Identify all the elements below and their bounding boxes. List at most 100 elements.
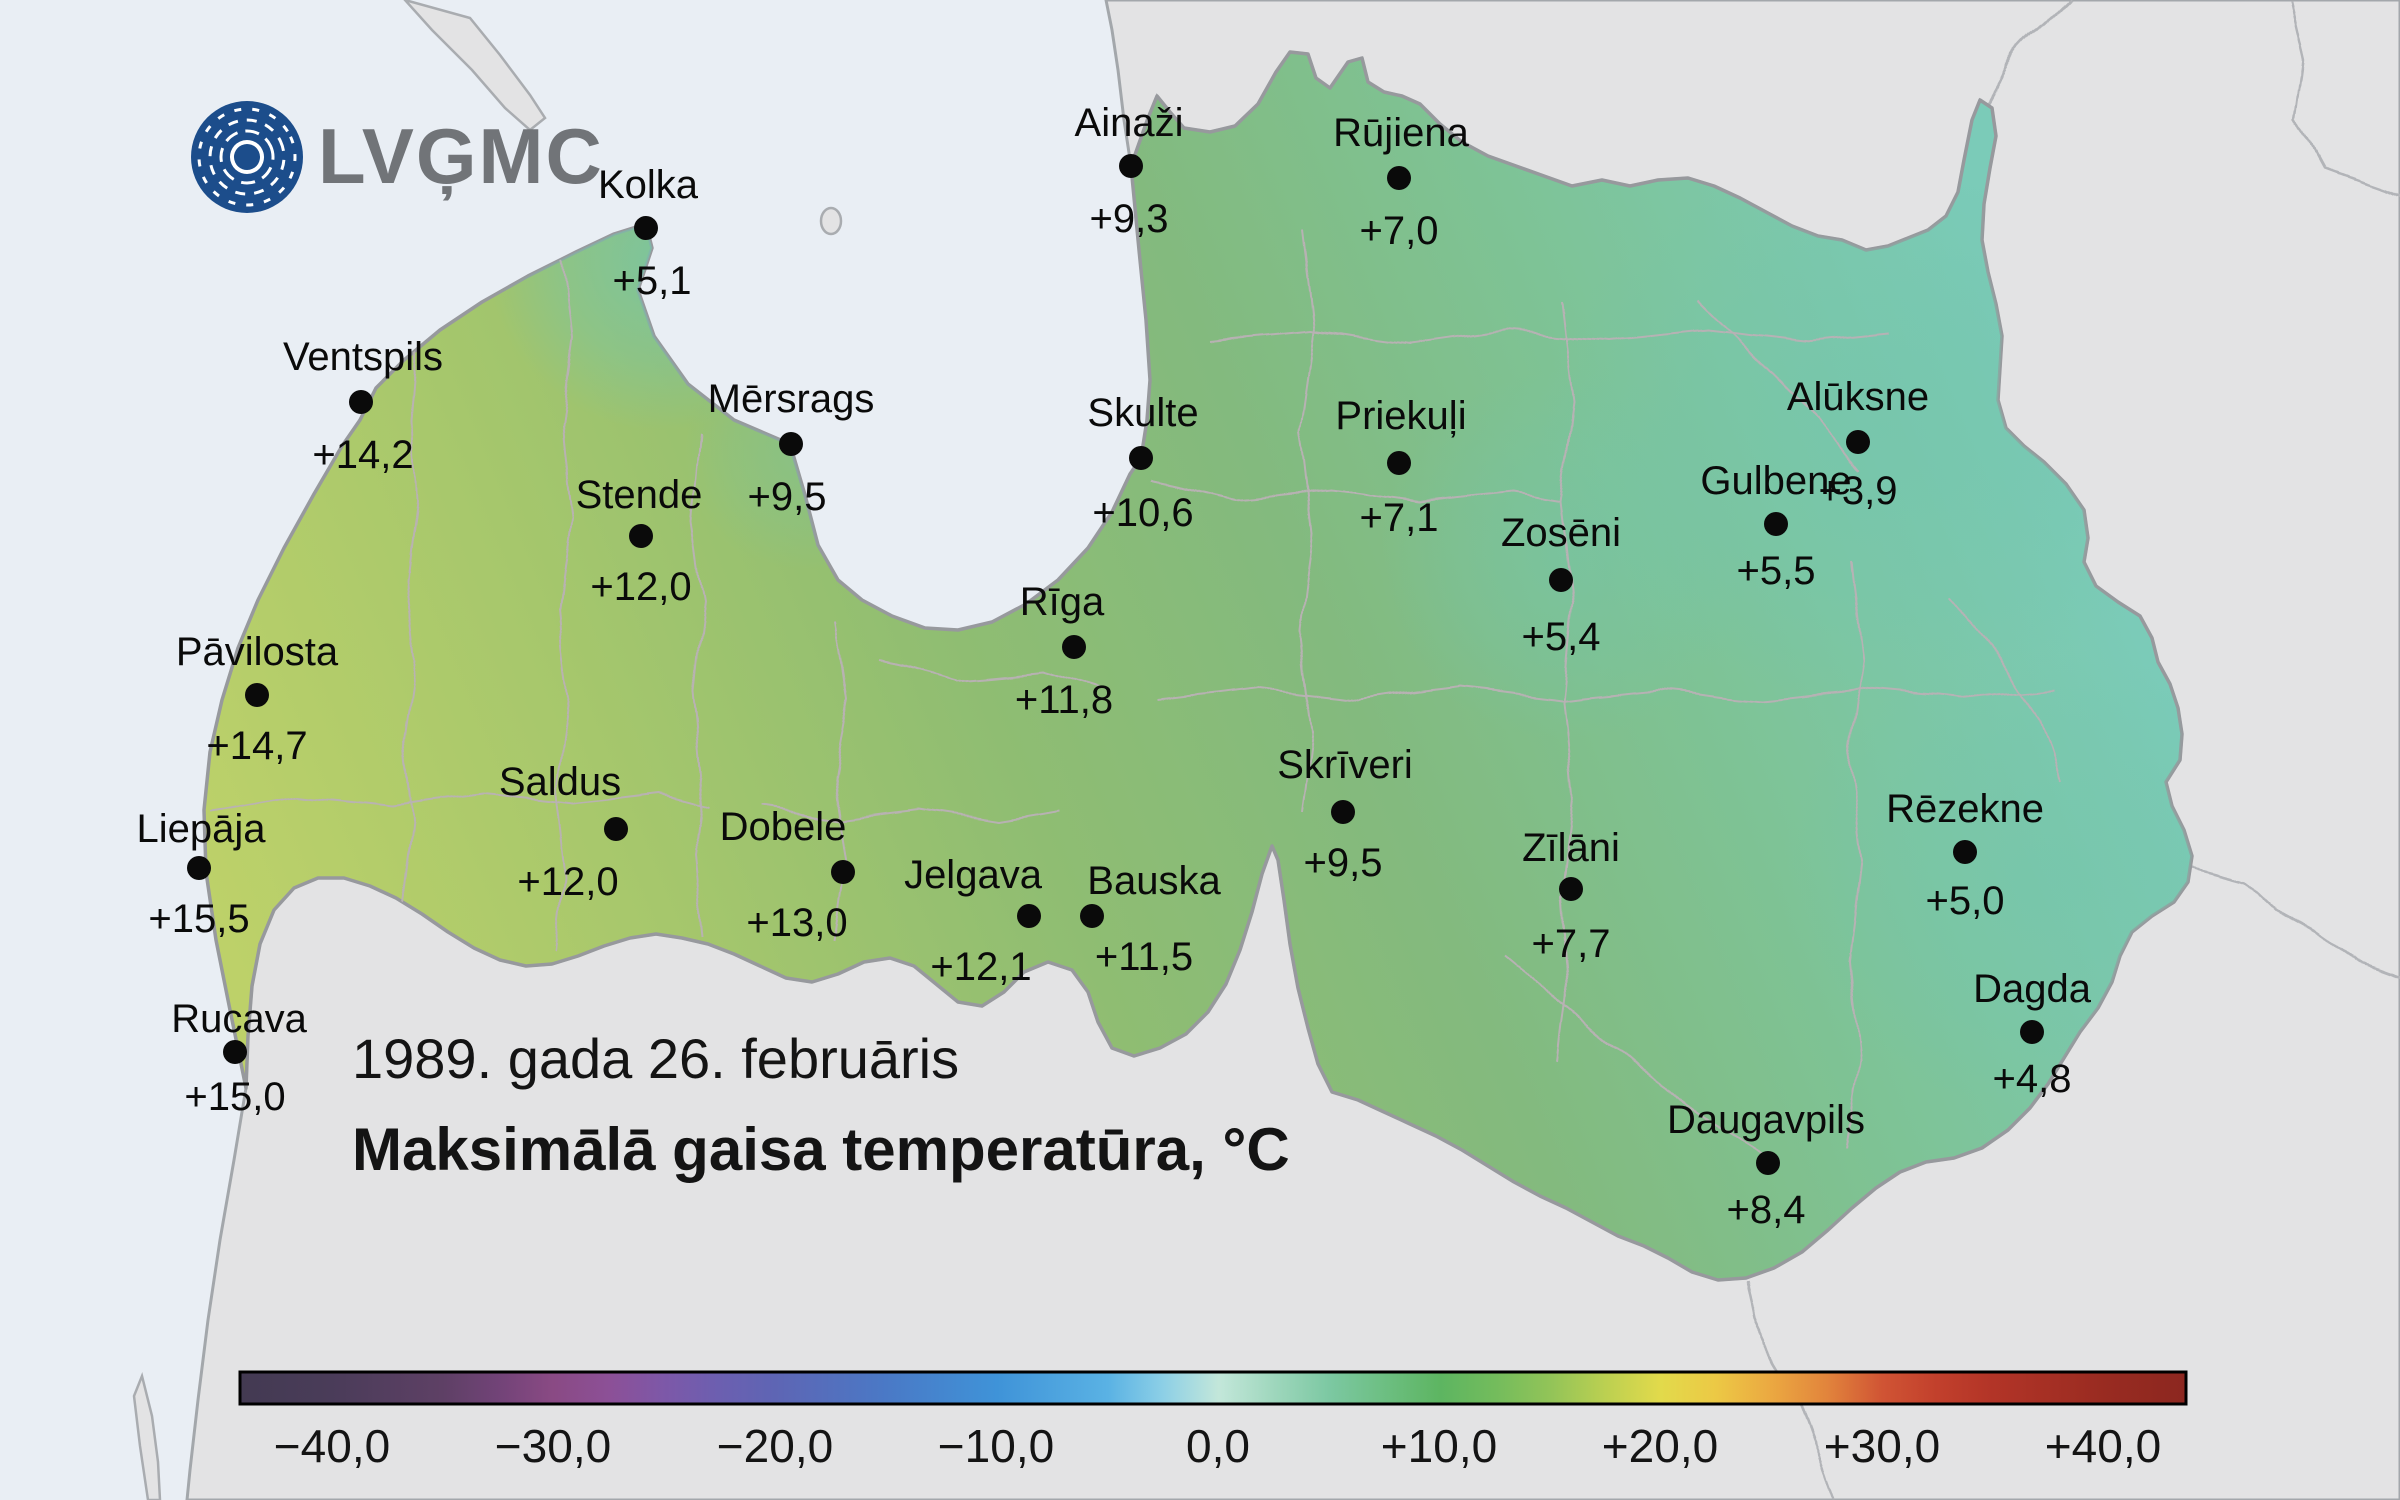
lvgmc-logo-text: LVĢMC <box>318 112 604 201</box>
station-Dagda: Dagda +4,8 <box>1973 967 2092 1101</box>
station-Dobele: Dobele +13,0 <box>720 805 855 945</box>
station-dot <box>2020 1020 2044 1044</box>
station-name-label: Alūksne <box>1787 375 1929 419</box>
station-name-label: Jelgava <box>904 853 1043 897</box>
station-Rīga: Rīga +11,8 <box>1015 580 1113 722</box>
station-name-label: Liepāja <box>136 807 266 851</box>
stations-layer: Kolka +5,1 Ainaži +9,3 Rūjiena +7,0 Ventspils +… <box>136 101 2091 1232</box>
station-Ainaži: Ainaži +9,3 <box>1075 101 1184 241</box>
station-Skrīveri: Skrīveri +9,5 <box>1277 743 1413 885</box>
station-name-label: Rēzekne <box>1886 787 2044 831</box>
station-name-label: Zosēni <box>1501 511 1621 555</box>
station-value-label: +8,4 <box>1727 1188 1806 1232</box>
colorbar <box>238 1370 2188 1406</box>
station-name-label: Rūjiena <box>1333 111 1469 155</box>
station-value-label: +5,5 <box>1737 549 1816 593</box>
station-name-label: Zīlāni <box>1522 826 1620 870</box>
station-dot <box>1062 635 1086 659</box>
colorbar-tick-label: −10,0 <box>938 1420 1054 1472</box>
station-Gulbene: Gulbene +5,5 <box>1700 459 1851 593</box>
station-name-label: Ventspils <box>283 335 443 379</box>
station-value-label: +12,1 <box>930 945 1031 989</box>
station-value-label: +10,6 <box>1092 491 1193 535</box>
station-dot <box>1756 1151 1780 1175</box>
station-value-label: +15,0 <box>184 1075 285 1119</box>
station-value-label: +7,0 <box>1360 209 1439 253</box>
lvgmc-logo: LVĢMC <box>191 101 604 213</box>
station-dot <box>604 817 628 841</box>
station-value-label: +12,0 <box>517 860 618 904</box>
colorbar-tick-label: −30,0 <box>495 1420 611 1472</box>
station-dot <box>223 1040 247 1064</box>
station-Liepāja: Liepāja +15,5 <box>136 807 266 941</box>
station-name-label: Dagda <box>1973 967 2092 1011</box>
station-Mērsrags: Mērsrags +9,5 <box>708 377 875 519</box>
station-dot <box>629 524 653 548</box>
station-dot <box>1549 568 1573 592</box>
station-value-label: +5,0 <box>1926 879 2005 923</box>
station-dot <box>1559 877 1583 901</box>
station-name-label: Saldus <box>499 760 621 804</box>
station-value-label: +7,1 <box>1360 496 1439 540</box>
station-name-label: Ainaži <box>1075 101 1184 145</box>
station-value-label: +14,2 <box>312 433 413 477</box>
station-name-label: Gulbene <box>1700 459 1851 503</box>
station-Priekuļi: Priekuļi +7,1 <box>1335 394 1466 540</box>
colorbar-tick-label: +40,0 <box>2045 1420 2161 1472</box>
station-dot <box>349 390 373 414</box>
station-dot <box>1387 166 1411 190</box>
station-Saldus: Saldus +12,0 <box>499 760 628 904</box>
station-dot <box>1387 451 1411 475</box>
station-Stende: Stende +12,0 <box>576 473 703 609</box>
colorbar-tick-label: −20,0 <box>717 1420 833 1472</box>
station-value-label: +7,7 <box>1532 922 1611 966</box>
municipal-borders <box>207 229 2061 1159</box>
station-Jelgava: Jelgava +12,1 <box>904 853 1043 989</box>
colorbar-tick-label: 0,0 <box>1186 1420 1250 1472</box>
station-Pāvilosta: Pāvilosta +14,7 <box>176 630 339 768</box>
station-name-label: Dobele <box>720 805 847 849</box>
station-value-label: +11,5 <box>1095 935 1193 979</box>
station-dot <box>245 683 269 707</box>
station-Rēzekne: Rēzekne +5,0 <box>1886 787 2044 923</box>
colorbar-tick-label: +10,0 <box>1381 1420 1497 1472</box>
station-value-label: +5,4 <box>1522 615 1601 659</box>
station-dot <box>1846 430 1870 454</box>
station-dot <box>1119 154 1143 178</box>
island <box>403 0 547 132</box>
station-name-label: Pāvilosta <box>176 630 339 674</box>
station-Rūjiena: Rūjiena +7,0 <box>1333 111 1469 253</box>
station-name-label: Mērsrags <box>708 377 875 421</box>
station-value-label: +9,5 <box>1304 841 1383 885</box>
station-dot <box>634 216 658 240</box>
colorbar-tick-labels: −40,0 −30,0 −20,0 −10,0 0,0 +10,0 +20,0 +30,0 +4… <box>274 1420 2161 1472</box>
station-dot <box>1080 904 1104 928</box>
station-value-label: +13,0 <box>746 901 847 945</box>
station-value-label: +4,8 <box>1993 1057 2072 1101</box>
station-Kolka: Kolka +5,1 <box>598 163 699 303</box>
station-value-label: +12,0 <box>590 565 691 609</box>
station-name-label: Skulte <box>1087 391 1198 435</box>
island <box>132 1371 162 1500</box>
station-value-label: +3,9 <box>1819 469 1898 513</box>
station-Zīlāni: Zīlāni +7,7 <box>1522 826 1620 966</box>
station-value-label: +14,7 <box>206 724 307 768</box>
station-Zosēni: Zosēni +5,4 <box>1501 511 1621 659</box>
station-Daugavpils: Daugavpils +8,4 <box>1667 1098 1865 1232</box>
station-value-label: +15,5 <box>148 897 249 941</box>
station-dot <box>187 856 211 880</box>
station-value-label: +9,5 <box>748 475 827 519</box>
station-name-label: Rīga <box>1020 580 1105 624</box>
station-value-label: +11,8 <box>1015 678 1113 722</box>
station-dot <box>1764 512 1788 536</box>
station-name-label: Skrīveri <box>1277 743 1413 787</box>
colorbar-tick-label: +30,0 <box>1824 1420 1940 1472</box>
station-Ventspils: Ventspils +14,2 <box>283 335 443 477</box>
station-Rucava: Rucava +15,0 <box>171 997 307 1119</box>
colorbar-tick-label: +20,0 <box>1602 1420 1718 1472</box>
station-dot <box>1953 840 1977 864</box>
colorbar-tick-label: −40,0 <box>274 1420 390 1472</box>
station-Alūksne: Alūksne +3,9 <box>1787 375 1929 513</box>
